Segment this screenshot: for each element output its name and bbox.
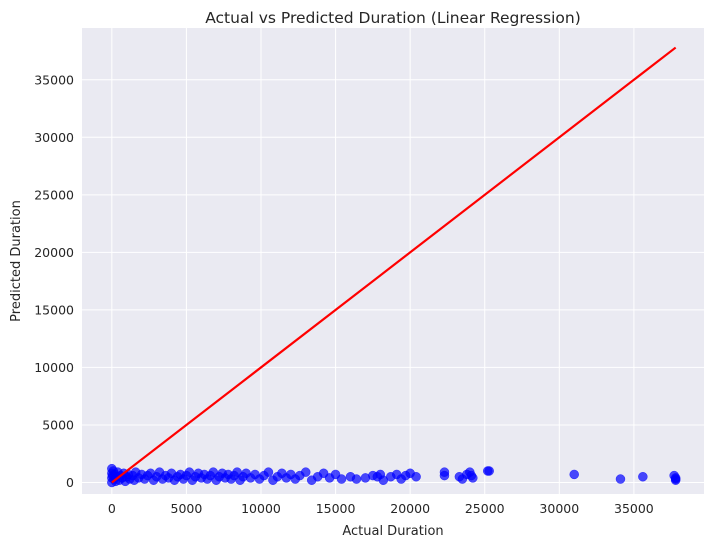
y-tick-label: 10000	[34, 360, 74, 375]
x-tick-label: 15000	[316, 501, 356, 516]
data-point	[669, 470, 679, 481]
data-point	[484, 466, 494, 476]
y-tick-label: 30000	[34, 130, 74, 145]
data-point	[411, 471, 421, 482]
x-axis-label: Actual Duration	[342, 524, 443, 539]
x-tick-labels: 0 5000 10000 15000 20000 25000 30000 35000	[108, 501, 654, 516]
y-tick-label: 20000	[34, 245, 74, 260]
data-point	[263, 467, 274, 477]
x-tick-label: 35000	[614, 501, 654, 516]
data-point	[569, 469, 579, 480]
data-points	[107, 463, 681, 488]
x-tick-label: 25000	[465, 501, 505, 516]
y-tick-label: 35000	[34, 72, 74, 87]
x-tick-label: 20000	[390, 501, 430, 516]
data-point	[468, 473, 478, 483]
x-tick-label: 0	[108, 501, 116, 516]
x-tick-label: 30000	[539, 501, 579, 516]
data-point	[351, 474, 362, 484]
data-point	[439, 467, 450, 477]
y-tick-label: 0	[66, 475, 74, 490]
reference-line	[111, 46, 677, 484]
y-tick-label: 25000	[34, 187, 74, 202]
y-axis-label: Predicted Duration	[9, 200, 24, 322]
x-tick-label: 10000	[241, 501, 281, 516]
chart-title: Actual vs Predicted Duration (Linear Reg…	[205, 9, 581, 27]
data-point	[336, 474, 347, 484]
y-tick-label: 5000	[42, 417, 74, 432]
y-tick-labels: 0 5000 10000 15000 20000 25000 30000 35000	[34, 72, 74, 490]
x-tick-label: 5000	[171, 501, 203, 516]
y-tick-label: 15000	[34, 302, 74, 317]
data-point	[300, 467, 311, 477]
data-point	[615, 474, 626, 484]
data-point	[638, 471, 648, 482]
